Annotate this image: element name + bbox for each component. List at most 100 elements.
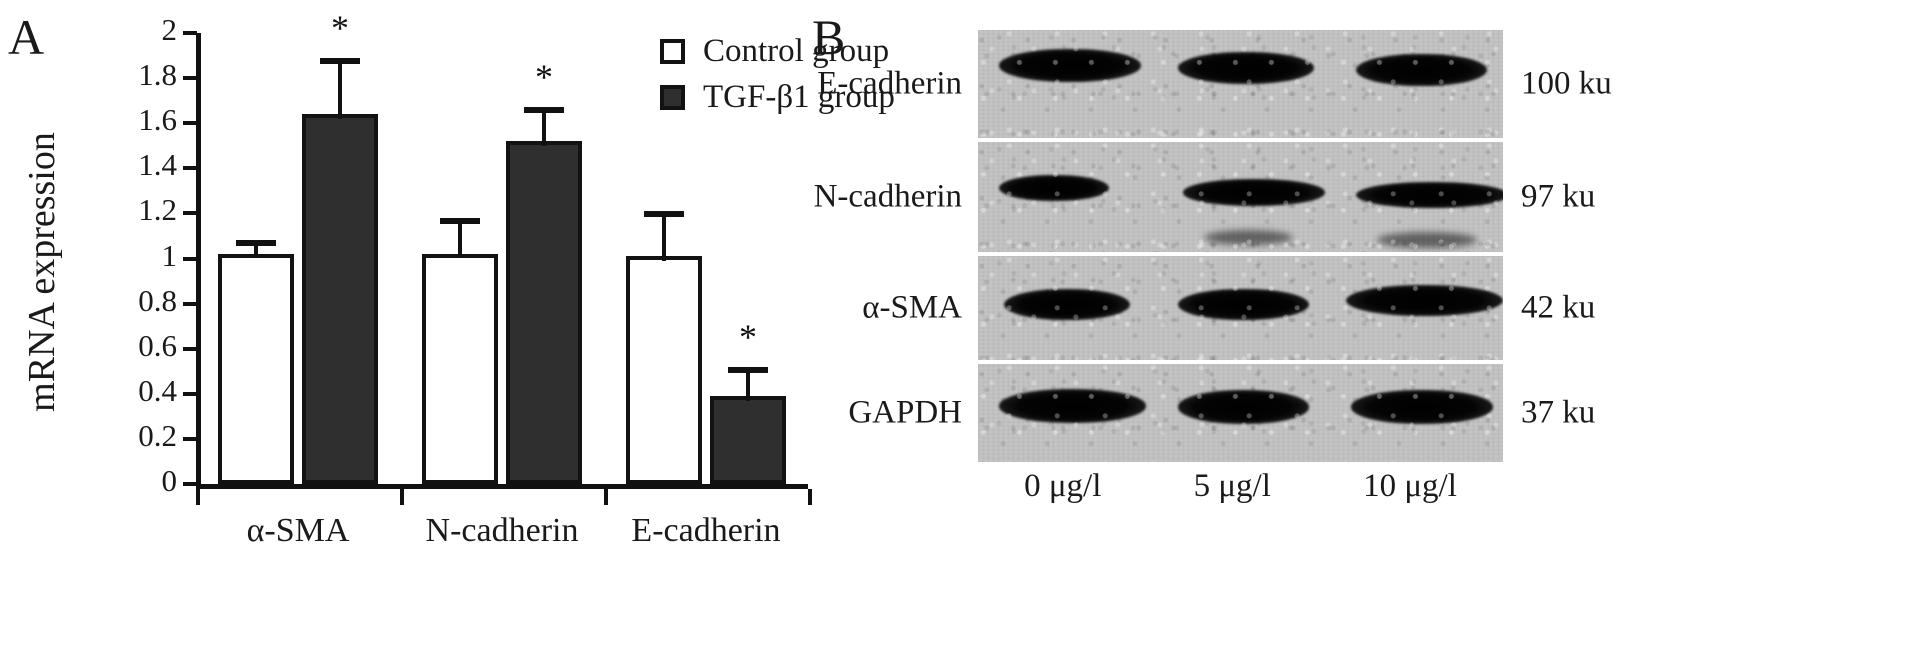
chart-legend: Control group TGF-β1 group <box>660 28 895 120</box>
legend-label: TGF-β1 group <box>703 79 895 115</box>
blot-dose-labels: 0 μg/l 5 μg/l 10 μg/l <box>978 466 1503 506</box>
bar-n-cadherin-control <box>422 253 498 484</box>
error-bar-stem <box>338 57 342 119</box>
x-axis-label-n-cadherin: N-cadherin <box>425 512 579 549</box>
blot-band <box>1345 285 1503 317</box>
y-axis-tick-mark <box>183 256 197 261</box>
y-axis-tick-label: 0.6 <box>138 327 177 363</box>
legend-swatch-filled-icon <box>660 84 685 110</box>
blot-band <box>1356 53 1488 87</box>
y-axis-tick-label: 0.4 <box>138 372 177 408</box>
blot-strip-inner <box>978 30 1503 138</box>
error-bar-cap <box>236 240 276 247</box>
significance-marker: * <box>535 57 553 98</box>
blot-band <box>1356 181 1503 208</box>
y-axis-tick: 2 <box>162 14 197 45</box>
y-axis-tick-label: 2 <box>161 12 178 47</box>
blot-band <box>1182 179 1325 206</box>
blot-strip-inner <box>978 142 1503 252</box>
y-axis-tick-label: 1.2 <box>138 192 177 228</box>
y-axis-tick: 1.4 <box>138 149 197 180</box>
y-axis-tick: 1.8 <box>138 59 197 90</box>
significance-marker: * <box>331 7 349 48</box>
blot-dose-label: 0 μg/l <box>1024 468 1102 504</box>
x-axis-tick-mark <box>400 489 404 505</box>
y-axis-tick-mark <box>183 211 197 216</box>
blot-band <box>999 49 1141 82</box>
x-axis-line <box>196 484 808 489</box>
x-axis-tick-mark <box>808 489 812 505</box>
blot-band-smear <box>1377 232 1477 248</box>
y-axis-tick-mark <box>183 31 197 35</box>
blot-protein-label: N-cadherin <box>813 178 962 215</box>
x-axis-tick-mark <box>604 489 608 505</box>
blot-band <box>1177 289 1309 321</box>
error-bar-stem <box>254 240 258 259</box>
x-axis-tick-mark <box>196 489 200 505</box>
panel-a-bar-chart: A mRNA expression 0 0.2 0.4 0.6 0.8 1 1.2 1.4 1.… <box>0 0 895 658</box>
y-axis-tick-label: 1.8 <box>138 57 177 93</box>
error-bar-stem <box>458 217 462 259</box>
legend-item[interactable]: TGF-β1 group <box>660 74 895 120</box>
significance-marker: * <box>739 316 757 357</box>
plot-area: 0 0.2 0.4 0.6 0.8 1 1.2 1.4 1.6 1.8 2 * * * α-SMA N-c… <box>138 10 812 549</box>
y-axis-tick: 0.6 <box>138 330 197 361</box>
y-axis-tick-mark <box>183 166 197 171</box>
bar--sma-treated <box>302 113 378 484</box>
blot-protein-label: GAPDH <box>848 394 962 431</box>
blot-molecular-weight-label: 42 ku <box>1521 289 1596 326</box>
error-bar-cap <box>440 217 480 224</box>
bar-e-cadherin-treated <box>710 395 786 484</box>
blot-protein-label: E-cadherin <box>817 65 962 102</box>
y-axis-tick-mark <box>183 391 197 396</box>
y-axis-title: mRNA expression <box>21 132 63 412</box>
y-axis-tick: 1.2 <box>138 194 197 225</box>
y-axis-tick: 1 <box>162 240 197 271</box>
error-bar-stem <box>746 366 750 401</box>
blot-row: GAPDH 37 ku <box>848 364 1595 462</box>
blot-band <box>1177 51 1314 84</box>
blot-dose-label: 5 μg/l <box>1193 468 1271 504</box>
blot-dose-label: 10 μg/l <box>1363 468 1457 504</box>
blot-strip-stack: E-cadherin 100 ku N-cadherin 97 ku α-SMA 42 k… <box>814 30 1612 466</box>
y-axis-tick-label: 0.8 <box>138 282 177 318</box>
error-bar-cap <box>320 57 360 64</box>
y-axis-tick-mark <box>183 76 197 81</box>
blot-row: E-cadherin 100 ku <box>817 30 1612 138</box>
y-axis-tick-label: 1.6 <box>138 102 177 138</box>
blot-band <box>999 175 1110 202</box>
y-axis-tick: 1.6 <box>138 104 197 135</box>
x-axis-label-e-cadherin: E-cadherin <box>631 512 781 549</box>
blot-molecular-weight-label: 37 ku <box>1521 394 1596 431</box>
blot-band <box>1004 289 1131 321</box>
y-axis-tick-mark <box>183 346 197 351</box>
error-bar-stem <box>542 107 546 146</box>
error-bar-stem <box>662 211 666 261</box>
blot-strip-inner <box>978 364 1503 462</box>
blot-row: N-cadherin 97 ku <box>814 142 1595 252</box>
y-axis-tick-mark <box>183 301 197 306</box>
y-axis-tick-mark <box>183 482 197 486</box>
bar-e-cadherin-control <box>626 255 702 484</box>
blot-molecular-weight-label: 97 ku <box>1521 178 1596 215</box>
y-axis-tick: 0.2 <box>138 420 197 451</box>
y-axis-tick-label: 0 <box>161 463 178 498</box>
error-bar-cap <box>728 366 768 373</box>
panel-a-label: A <box>8 9 45 65</box>
blot-molecular-weight-label: 100 ku <box>1521 65 1612 102</box>
error-bar-cap <box>524 107 564 114</box>
legend-swatch-open-icon <box>660 38 685 64</box>
y-axis-line <box>196 33 201 489</box>
legend-item[interactable]: Control group <box>660 28 895 74</box>
blot-band-smear <box>1203 230 1293 246</box>
y-axis-tick: 0.8 <box>138 285 197 316</box>
legend-label: Control group <box>703 33 890 69</box>
blot-protein-label: α-SMA <box>862 289 962 326</box>
y-axis-tick: 0.4 <box>138 375 197 406</box>
y-axis-tick-label: 1 <box>161 237 178 273</box>
bar-n-cadherin-treated <box>506 140 582 484</box>
bar--sma-control <box>218 253 294 484</box>
blot-band <box>1177 390 1309 424</box>
y-axis-tick-mark <box>183 121 197 126</box>
